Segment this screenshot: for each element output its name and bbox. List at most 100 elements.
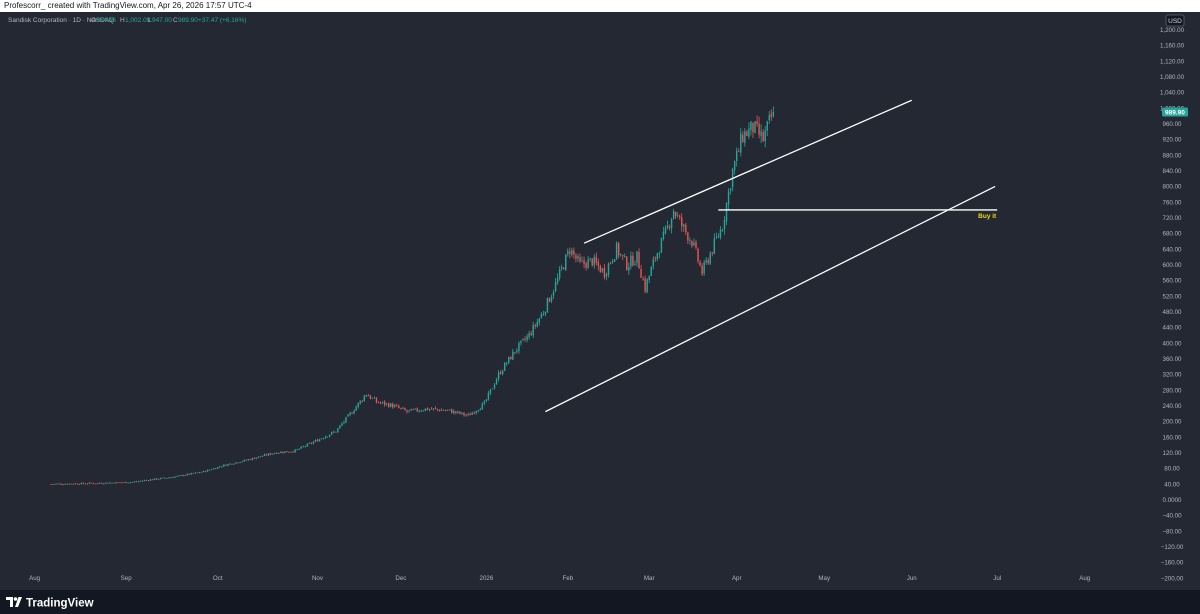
chart-area[interactable]: Sandisk Corporation · 1D · NASDAQ O 954.…: [0, 12, 1200, 590]
candle-body: [300, 446, 302, 449]
candle-body: [282, 452, 284, 453]
candle-body: [664, 227, 667, 234]
y-tick-label: 1,200.00: [1160, 27, 1185, 34]
candle-body: [650, 266, 652, 276]
y-tick-label: 40.00: [1164, 481, 1180, 488]
y-tick-label: 960.00: [1163, 121, 1182, 128]
candle-body: [449, 409, 451, 411]
candle-body: [658, 253, 661, 255]
candle-body: [239, 462, 241, 464]
candle-body: [711, 252, 713, 254]
open-value: 954.56: [96, 17, 116, 24]
candle-body: [129, 482, 131, 484]
candle-body: [520, 340, 522, 343]
candle-body: [546, 297, 549, 313]
close-value: 989.90: [178, 17, 198, 24]
close-label: C: [173, 17, 178, 24]
candle-body: [630, 255, 632, 267]
candle-body: [60, 483, 62, 485]
buy-it-annotation[interactable]: Buy it: [978, 213, 997, 220]
candle-body: [113, 482, 115, 484]
candle-body: [198, 472, 201, 474]
candle-body: [302, 446, 304, 448]
candle-body: [245, 459, 247, 461]
y-tick-label: 560.00: [1163, 278, 1182, 285]
candle-body: [312, 441, 315, 444]
candle-body: [617, 243, 620, 256]
candle-body: [392, 403, 394, 408]
candle-body: [563, 267, 565, 270]
candle-body: [263, 454, 266, 456]
price-chart[interactable]: Sandisk Corporation · 1D · NASDAQ O 954.…: [0, 12, 1200, 590]
candle-body: [86, 483, 89, 485]
x-tick-label: Apr: [732, 575, 742, 582]
candle-body: [341, 423, 343, 426]
candle-body: [84, 483, 87, 485]
candle-body: [691, 240, 693, 246]
candle-body: [400, 407, 402, 409]
change-value: +37.47 (+6.16%): [198, 17, 246, 24]
x-tick-label: Feb: [562, 575, 573, 582]
candle-body: [337, 428, 339, 432]
candle-body: [762, 132, 764, 142]
candle-body: [267, 453, 270, 456]
candle-body: [394, 405, 396, 408]
candle-body: [373, 397, 376, 399]
candle-body: [764, 130, 766, 142]
y-tick-label: −160.00: [1161, 560, 1184, 567]
candle-body: [660, 238, 663, 253]
candle-body: [599, 265, 602, 273]
candle-body: [217, 466, 219, 469]
candlestick-series: [50, 106, 775, 486]
candle-body: [56, 483, 58, 485]
candle-body: [331, 432, 333, 435]
candle-body: [174, 476, 176, 478]
candle-body: [624, 256, 626, 257]
candle-body: [636, 251, 638, 263]
y-tick-label: 280.00: [1163, 387, 1182, 394]
candle-body: [306, 443, 309, 447]
candle-body: [487, 392, 490, 400]
candle-body: [422, 410, 425, 412]
chart-legend: Sandisk Corporation · 1D · NASDAQ O 954.…: [8, 17, 246, 24]
candle-body: [390, 403, 392, 407]
drawing-trendlines[interactable]: [545, 99, 998, 413]
y-tick-label: 160.00: [1163, 434, 1182, 441]
candle-body: [752, 122, 754, 133]
candle-body: [634, 263, 636, 266]
y-tick-label: 840.00: [1163, 168, 1182, 175]
y-tick-label: 0.0000: [1163, 497, 1182, 504]
candle-body: [672, 211, 675, 219]
candle-body: [233, 463, 235, 465]
candle-body: [215, 468, 217, 470]
x-tick-label: Sep: [121, 575, 133, 582]
candle-body: [581, 260, 583, 262]
candle-body: [379, 402, 382, 404]
currency-selector[interactable]: USD: [1165, 14, 1185, 27]
candle-body: [349, 412, 351, 415]
candle-body: [383, 401, 386, 405]
price-axis[interactable]: 1,200.00 1,160.00 1,120.00 1,080.00 1,040.00…: [1160, 27, 1185, 582]
candle-body: [770, 114, 773, 117]
candle-body: [451, 409, 453, 414]
candle-body: [88, 482, 91, 484]
candle-body: [467, 414, 469, 415]
candle-body: [247, 459, 249, 461]
candle-body: [469, 414, 471, 416]
x-tick-label: Oct: [213, 575, 223, 582]
candle-body: [585, 263, 587, 268]
candle-body: [284, 451, 286, 454]
time-axis[interactable]: Aug Sep Oct Nov Dec 2026 Feb Mar Apr May Jun Jul Aug: [29, 575, 1091, 582]
candle-body: [642, 278, 644, 280]
candle-body: [396, 405, 398, 407]
candle-body: [410, 408, 412, 411]
y-tick-label: 1,160.00: [1160, 43, 1185, 50]
candle-body: [139, 480, 142, 482]
candle-body: [697, 248, 699, 262]
currency-label: USD: [1168, 18, 1182, 25]
candle-body: [453, 410, 455, 414]
candle-body: [713, 238, 716, 254]
candle-body: [652, 259, 654, 267]
candle-body: [361, 400, 363, 402]
candle-body: [265, 454, 268, 456]
